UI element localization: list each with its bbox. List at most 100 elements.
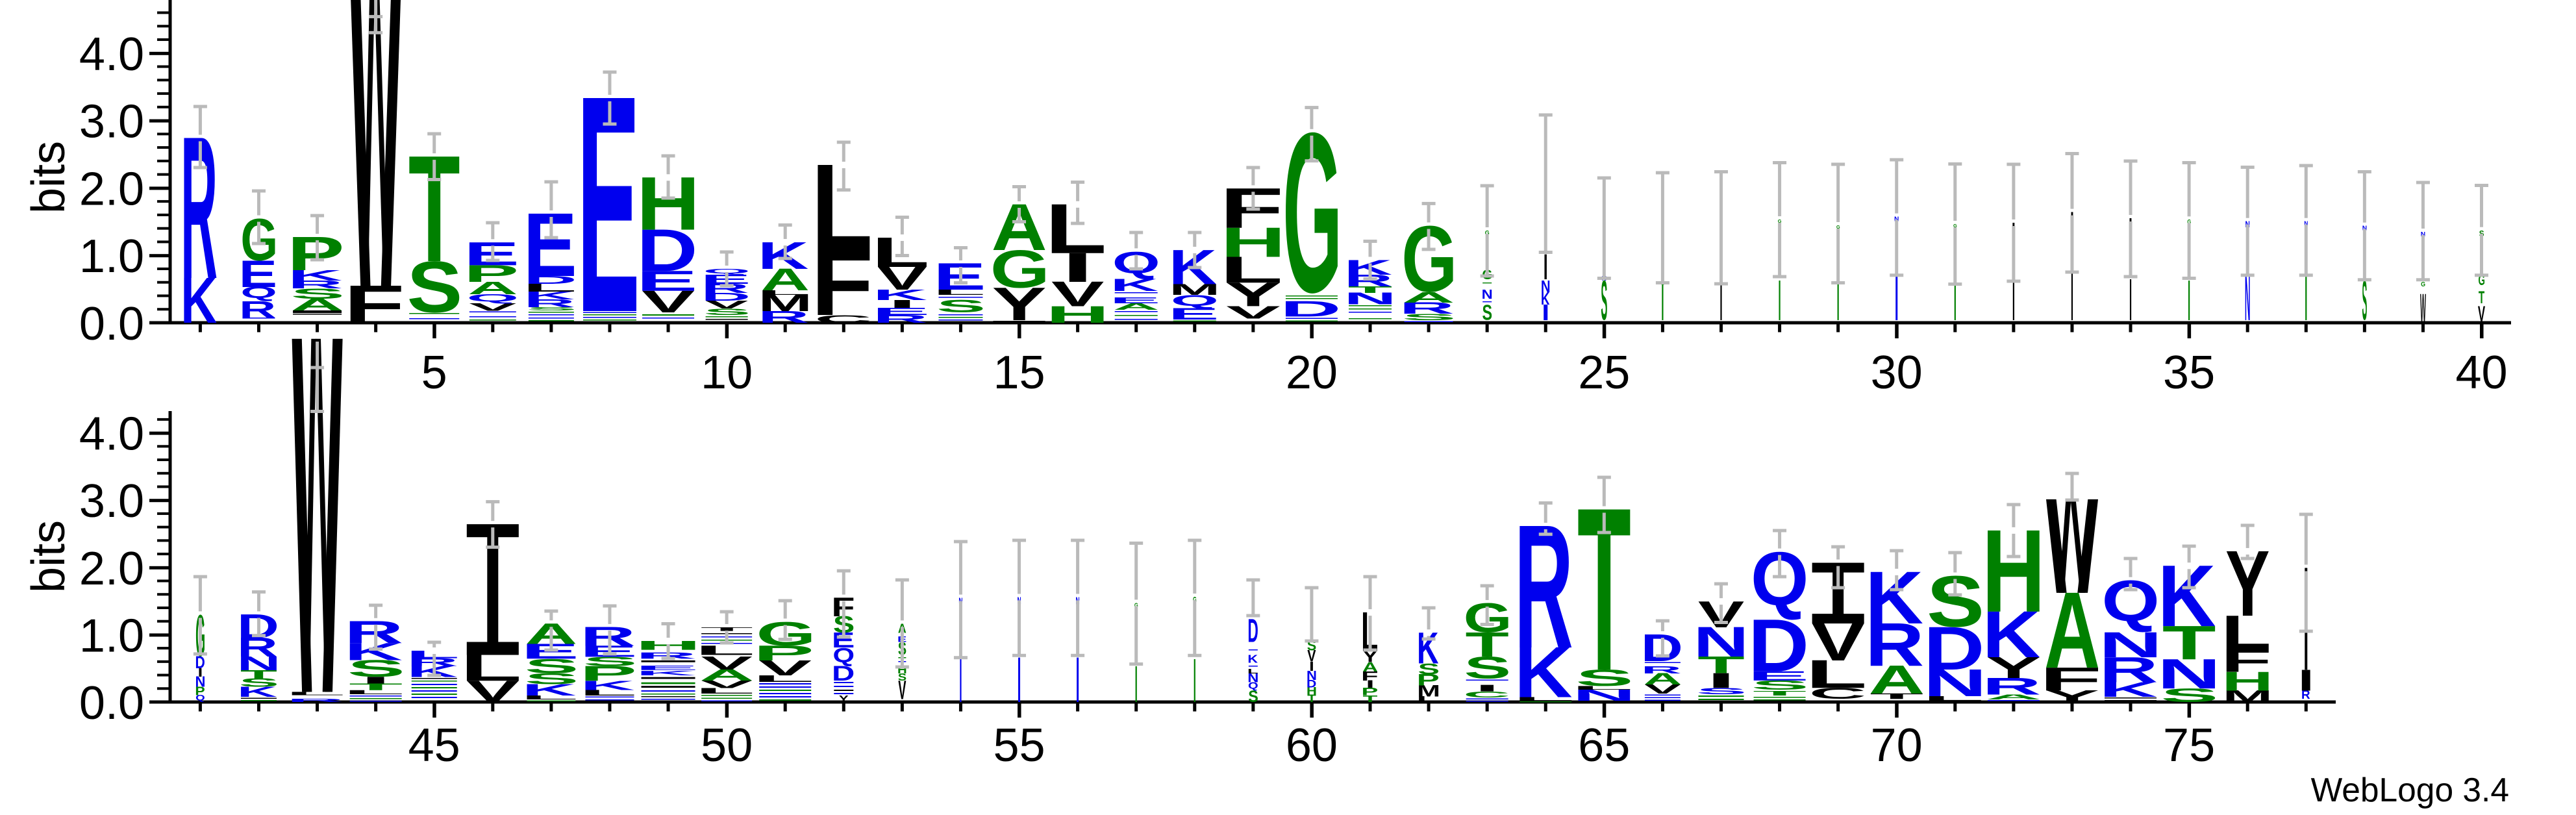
- svg-text:K: K: [1344, 256, 1392, 280]
- svg-text:S: S: [1402, 312, 1456, 322]
- svg-text:M: M: [2223, 687, 2273, 706]
- svg-text:A: A: [1644, 670, 1682, 688]
- svg-text:60: 60: [1286, 720, 1338, 771]
- svg-text:S: S: [2362, 270, 2368, 332]
- svg-text:F: F: [2040, 660, 2102, 697]
- svg-text:S: S: [239, 676, 279, 689]
- svg-text:35: 35: [2163, 347, 2215, 399]
- svg-text:N: N: [2099, 624, 2162, 664]
- svg-text:Q: Q: [195, 694, 205, 703]
- svg-text:L: L: [695, 643, 755, 658]
- svg-text:F: F: [344, 274, 405, 334]
- svg-text:K: K: [636, 670, 696, 677]
- svg-text:A: A: [291, 295, 344, 314]
- svg-text:L: L: [1571, 685, 1633, 691]
- svg-text:I: I: [1544, 247, 1548, 288]
- svg-text:R: R: [2099, 649, 2158, 690]
- svg-text:S: S: [1696, 686, 1747, 696]
- svg-text:C: C: [1464, 690, 1510, 699]
- svg-text:bits: bits: [23, 141, 75, 214]
- svg-text:I: I: [198, 666, 203, 679]
- svg-text:R: R: [1399, 299, 1455, 318]
- svg-text:A: A: [761, 262, 810, 297]
- svg-text:M: M: [758, 290, 812, 316]
- svg-text:T: T: [2479, 287, 2485, 307]
- svg-text:K: K: [181, 264, 217, 336]
- svg-text:M: M: [1169, 281, 1221, 298]
- svg-text:V: V: [1307, 647, 1316, 666]
- svg-text:10: 10: [701, 347, 753, 399]
- svg-text:N: N: [2245, 262, 2251, 334]
- svg-text:D: D: [195, 653, 205, 673]
- svg-text:K: K: [2099, 678, 2157, 701]
- svg-text:G: G: [1953, 223, 1957, 229]
- svg-text:V: V: [701, 679, 753, 690]
- svg-text:N: N: [2362, 225, 2367, 232]
- svg-text:A: A: [992, 191, 1047, 264]
- svg-text:H: H: [1221, 219, 1286, 266]
- svg-text:A: A: [1403, 289, 1455, 306]
- svg-text:S: S: [1248, 688, 1258, 706]
- svg-text:25: 25: [1578, 347, 1630, 399]
- svg-text:H: H: [1307, 685, 1317, 697]
- svg-text:L: L: [811, 138, 873, 276]
- svg-text:K: K: [1417, 624, 1439, 673]
- svg-text:Y: Y: [992, 278, 1047, 331]
- svg-text:K: K: [581, 678, 635, 693]
- svg-text:Y: Y: [2225, 531, 2270, 636]
- svg-text:L: L: [521, 694, 579, 701]
- svg-text:N: N: [1572, 686, 1636, 705]
- svg-text:R: R: [406, 656, 458, 668]
- svg-text:I: I: [1707, 669, 1736, 693]
- svg-text:Q: Q: [1248, 680, 1258, 691]
- svg-text:I: I: [360, 675, 392, 686]
- svg-text:T: T: [349, 681, 403, 692]
- svg-text:D: D: [1280, 297, 1341, 321]
- svg-text:G: G: [1134, 601, 1138, 608]
- svg-text:Y: Y: [839, 694, 849, 704]
- svg-text:T: T: [1348, 284, 1392, 295]
- svg-text:Y: Y: [2045, 687, 2099, 706]
- svg-text:L: L: [1045, 190, 1107, 269]
- svg-text:R: R: [2301, 688, 2310, 701]
- svg-text:H: H: [1046, 301, 1110, 328]
- svg-text:K: K: [344, 638, 402, 666]
- svg-text:L: L: [871, 229, 929, 276]
- svg-text:R: R: [873, 312, 928, 325]
- svg-text:Q: Q: [1751, 536, 1808, 621]
- svg-text:Q: Q: [241, 284, 277, 301]
- svg-text:N: N: [1307, 668, 1317, 683]
- svg-text:G: G: [1778, 218, 1782, 224]
- svg-text:0.0: 0.0: [79, 677, 144, 729]
- svg-text:S: S: [583, 654, 637, 668]
- svg-text:Q: Q: [833, 644, 855, 667]
- svg-text:N: N: [1344, 290, 1397, 308]
- svg-text:Q: Q: [2101, 568, 2159, 633]
- svg-text:R: R: [758, 307, 809, 326]
- svg-text:55: 55: [993, 720, 1045, 771]
- svg-text:F: F: [811, 231, 873, 336]
- svg-text:T: T: [1363, 694, 1379, 705]
- svg-text:K: K: [1514, 632, 1572, 712]
- svg-text:V: V: [877, 260, 927, 297]
- svg-text:K: K: [1110, 275, 1158, 295]
- svg-text:A: A: [1869, 657, 1925, 702]
- svg-text:G: G: [1836, 224, 1840, 230]
- svg-text:S: S: [1927, 562, 1984, 643]
- svg-text:H: H: [636, 161, 700, 246]
- svg-text:E: E: [636, 265, 698, 297]
- svg-text:1.0: 1.0: [79, 610, 144, 662]
- svg-text:Y: Y: [1362, 648, 1377, 666]
- svg-text:R: R: [239, 296, 276, 322]
- svg-text:2.0: 2.0: [79, 163, 144, 215]
- svg-text:Q: Q: [703, 268, 751, 275]
- svg-text:65: 65: [1578, 720, 1630, 771]
- svg-text:K: K: [873, 286, 927, 303]
- svg-text:4.0: 4.0: [79, 408, 144, 460]
- svg-text:S: S: [2160, 684, 2218, 706]
- svg-text:I: I: [1309, 659, 1314, 674]
- svg-text:T: T: [1307, 693, 1316, 705]
- svg-text:H: H: [2221, 666, 2273, 697]
- svg-text:N: N: [2245, 219, 2250, 230]
- svg-text:P: P: [464, 260, 519, 287]
